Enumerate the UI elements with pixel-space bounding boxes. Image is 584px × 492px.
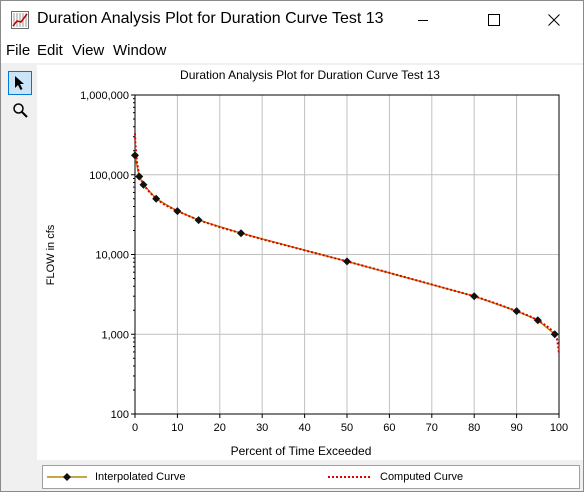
maximize-icon [488,14,500,26]
y-axis-label: FLOW in cfs [45,224,57,285]
y-tick-label: 100,000 [89,170,129,182]
x-tick-label: 80 [468,422,480,434]
x-tick-label: 30 [256,422,268,434]
interpolated-point [194,216,203,225]
interpolated-point [173,207,182,216]
legend-label-interpolated: Interpolated Curve [95,471,186,483]
pointer-icon [15,76,24,90]
minimize-icon [418,20,428,21]
close-button[interactable] [531,1,577,39]
interpolated-point [139,180,148,189]
series-line-computed [134,133,560,355]
interpolated-point [152,194,161,203]
close-icon [548,14,560,26]
legend-label-computed: Computed Curve [380,471,464,483]
x-tick-label: 50 [341,422,353,434]
window-title: Duration Analysis Plot for Duration Curv… [37,10,384,27]
legend-item-computed: Computed Curve [328,466,463,488]
y-tick-label: 10,000 [95,250,129,262]
chart-title: Duration Analysis Plot for Duration Curv… [180,68,440,82]
legend-item-interpolated: Interpolated Curve [47,466,186,488]
x-tick-label: 90 [510,422,522,434]
x-tick-label: 60 [383,422,395,434]
data-series [131,133,560,355]
interpolated-point [131,151,139,160]
y-tick-label: 1,000,000 [80,90,129,102]
interpolated-point [237,229,245,238]
x-tick-label: 40 [298,422,310,434]
magnifier-icon [13,103,28,118]
duration-chart[interactable]: Duration Analysis Plot for Duration Curv… [37,65,583,460]
interpolated-point [343,257,351,266]
legend: Interpolated Curve Computed Curve [42,465,580,489]
interpolated-point [470,292,479,301]
y-tick-label: 1,000 [101,329,129,341]
series-line-interpolated [134,155,556,335]
minimize-button[interactable] [400,1,446,39]
plot-panel: Duration Analysis Plot for Duration Curv… [37,65,583,460]
title-bar[interactable]: Duration Analysis Plot for Duration Curv… [1,1,583,39]
x-tick-label: 70 [426,422,438,434]
menu-bar: File Edit View Window [1,39,583,63]
y-axis-ticks: 100 1,000 10,000 100,000 1,000,000 [80,90,135,421]
pointer-tool-button[interactable] [8,71,32,95]
menu-view[interactable]: View [72,42,105,59]
x-tick-label: 0 [132,422,138,434]
grid-lines [134,94,560,415]
menu-edit[interactable]: Edit [37,42,63,59]
legend-swatch-computed [328,476,372,478]
menu-window[interactable]: Window [113,42,167,59]
x-tick-label: 100 [550,422,568,434]
zoom-tool-button[interactable] [8,98,32,122]
x-axis-label: Percent of Time Exceeded [231,444,372,458]
menu-file[interactable]: File [6,42,31,59]
x-axis-ticks: 0 10 20 30 40 50 60 70 80 90 100 [132,414,568,434]
interpolated-point [512,307,521,316]
x-tick-label: 10 [171,422,183,434]
plot-toolbar [7,68,33,468]
y-tick-label: 100 [111,409,129,421]
x-tick-label: 20 [214,422,226,434]
interpolated-point [533,316,542,325]
maximize-button[interactable] [471,1,517,39]
interpolated-point [135,172,144,181]
legend-swatch-interpolated [47,473,87,481]
interpolated-point [550,330,559,339]
chart-app-icon [11,11,29,29]
